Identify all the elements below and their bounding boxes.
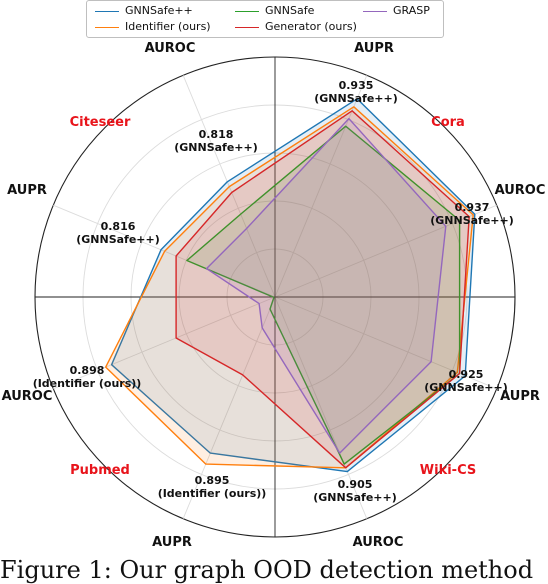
series-polygon-gnnsafe: [110, 98, 476, 473]
annotation-model-0: (GNNSafe++): [314, 92, 398, 105]
legend-label-gnnsafe: GNNSafe: [265, 4, 315, 17]
radar-spoke: [182, 296, 276, 519]
radar-labels: AUPR AUROC AUPR AUROC AUPR AUROC AUPR AUROC Cora…: [2, 41, 546, 550]
annotation-value-0: 0.935: [339, 79, 374, 92]
axis-label-2: AUPR: [500, 389, 540, 404]
radar-spoke: [274, 75, 368, 298]
annotation-model-4: (Identifier (ours)): [158, 487, 267, 500]
dataset-label-wiki-cs: Wiki-CS: [420, 463, 476, 478]
axis-label-4: AUPR: [152, 535, 192, 550]
axis-label-6: AUPR: [7, 183, 47, 198]
legend-item-generator: Generator (ours): [235, 20, 357, 34]
chart-legend: GNNSafe++ Identifier (ours) GNNSafe Gene…: [86, 0, 444, 38]
legend-item-gnnsafe: GNNSafe: [235, 4, 314, 18]
annotation-model-3: (GNNSafe++): [313, 491, 397, 504]
legend-swatch-generator: [235, 26, 259, 28]
annotation-value-5: 0.898: [70, 364, 105, 377]
figure-caption: Figure 1: Our graph OOD detection method: [0, 556, 534, 584]
dataset-label-citeseer: Citeseer: [70, 115, 131, 130]
legend-label-gnnsafepp: GNNSafe++: [125, 4, 193, 17]
annotation-value-6: 0.816: [101, 220, 136, 233]
legend-item-gnnsafepp: GNNSafe++: [95, 4, 193, 18]
axis-label-3: AUROC: [353, 535, 404, 550]
axis-label-5: AUROC: [2, 389, 53, 404]
radar-spoke: [274, 296, 368, 519]
legend-swatch-gnnsafepp: [95, 10, 119, 12]
annotation-model-7: (GNNSafe++): [174, 141, 258, 154]
legend-swatch-gnnsafe: [235, 10, 259, 12]
series-polygon-grasp: [205, 117, 447, 454]
dataset-label-cora: Cora: [431, 115, 465, 130]
legend-item-grasp: GRASP: [363, 4, 430, 18]
radar-spoke: [53, 296, 276, 390]
annotation-value-3: 0.905: [338, 478, 373, 491]
radar-series: [104, 98, 476, 473]
annotation-value-1: 0.937: [455, 201, 490, 214]
annotation-value-4: 0.895: [195, 474, 230, 487]
legend-label-grasp: GRASP: [393, 4, 430, 17]
series-polygon-identifier-ours: [104, 106, 474, 469]
axis-label-7: AUROC: [145, 41, 196, 56]
annotation-model-2: (GNNSafe++): [424, 381, 508, 394]
axis-label-1: AUROC: [495, 183, 546, 198]
annotation-value-7: 0.818: [199, 128, 234, 141]
legend-swatch-grasp: [363, 10, 387, 12]
annotation-model-6: (GNNSafe++): [76, 233, 160, 246]
dataset-label-pubmed: Pubmed: [70, 463, 130, 478]
legend-label-identifier: Identifier (ours): [125, 20, 211, 33]
series-polygon-generator-ours: [175, 110, 470, 469]
annotation-value-2: 0.925: [449, 368, 484, 381]
radar-grid: [34, 56, 516, 538]
legend-label-generator: Generator (ours): [265, 20, 357, 33]
series-polygon-gnnsafe: [186, 125, 461, 465]
axis-label-0: AUPR: [354, 41, 394, 56]
legend-item-identifier: Identifier (ours): [95, 20, 211, 34]
annotation-model-5: (Identifier (ours)): [33, 377, 142, 390]
legend-swatch-identifier: [95, 26, 119, 28]
annotation-model-1: (GNNSafe++): [430, 214, 514, 227]
